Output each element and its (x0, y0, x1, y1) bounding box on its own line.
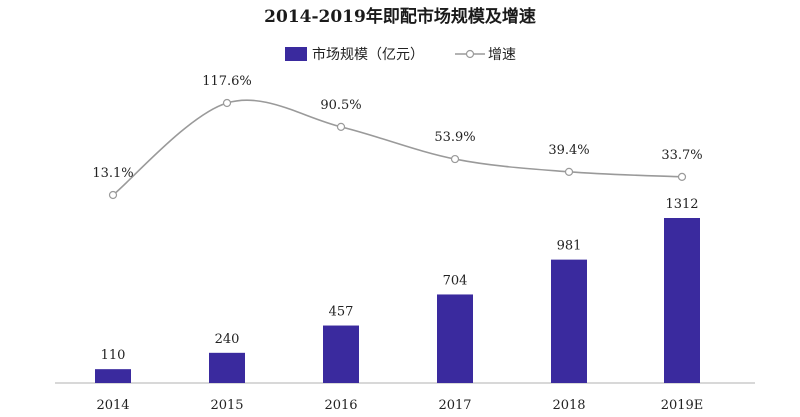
legend-bar-swatch (285, 47, 307, 61)
growth-value-label: 13.1% (92, 166, 133, 181)
labels-layer: 110 2014 240 2015 457 2016 704 2017 981 2018 1312 2… (92, 74, 703, 413)
legend: 市场规模（亿元） 增速 (285, 46, 516, 63)
growth-value-label: 117.6% (202, 74, 252, 89)
legend-bar-label: 市场规模（亿元） (312, 46, 424, 63)
growth-point-2018 (564, 167, 574, 176)
legend-line-label: 增速 (488, 47, 516, 63)
bar-value-label: 981 (557, 239, 582, 254)
bar-value-label: 457 (329, 305, 354, 320)
growth-point-2014 (108, 190, 118, 200)
bar-value-label: 110 (101, 348, 126, 363)
growth-point-2019E (677, 172, 687, 181)
x-tick-label: 2016 (324, 398, 357, 413)
bar-value-label: 240 (215, 332, 240, 347)
bar-2017 (437, 294, 473, 383)
bar-value-label: 704 (443, 273, 468, 288)
bars-layer (95, 218, 700, 383)
x-tick-label: 2015 (210, 398, 243, 413)
growth-point-2016 (336, 122, 346, 131)
growth-value-label: 90.5% (320, 98, 361, 113)
legend-line-marker (465, 49, 475, 59)
growth-value-label: 33.7% (661, 148, 702, 163)
bar-2016 (323, 325, 359, 383)
growth-line (112, 99, 683, 196)
growth-point-2015 (222, 98, 232, 108)
x-tick-label: 2014 (96, 398, 129, 413)
growth-point-2017 (450, 154, 460, 164)
bar-2019E (664, 218, 700, 383)
bar-2015 (209, 352, 245, 383)
growth-value-label: 39.4% (548, 143, 589, 158)
x-tick-label: 2019E (661, 398, 704, 413)
bar-2018 (551, 259, 587, 383)
x-tick-label: 2018 (552, 398, 585, 413)
bar-value-label: 1312 (665, 197, 698, 212)
growth-value-label: 53.9% (434, 130, 475, 145)
bar-2014 (95, 369, 131, 383)
x-tick-label: 2017 (438, 398, 471, 413)
growth-line-layer (108, 98, 687, 200)
chart-title: 2014-2019年即配市场规模及增速 (264, 6, 536, 27)
